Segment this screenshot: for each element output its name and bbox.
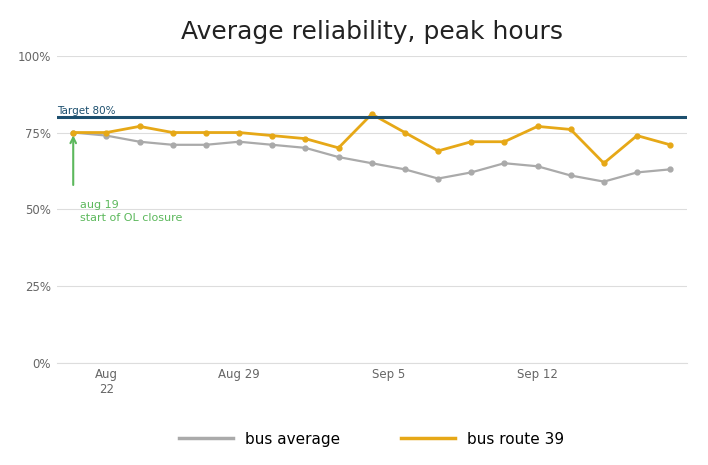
Text: Target 80%: Target 80% [57,106,115,116]
Text: aug 19
start of OL closure: aug 19 start of OL closure [80,200,182,223]
Title: Average reliability, peak hours: Average reliability, peak hours [181,20,563,44]
Legend: bus average, bus route 39: bus average, bus route 39 [179,431,564,447]
